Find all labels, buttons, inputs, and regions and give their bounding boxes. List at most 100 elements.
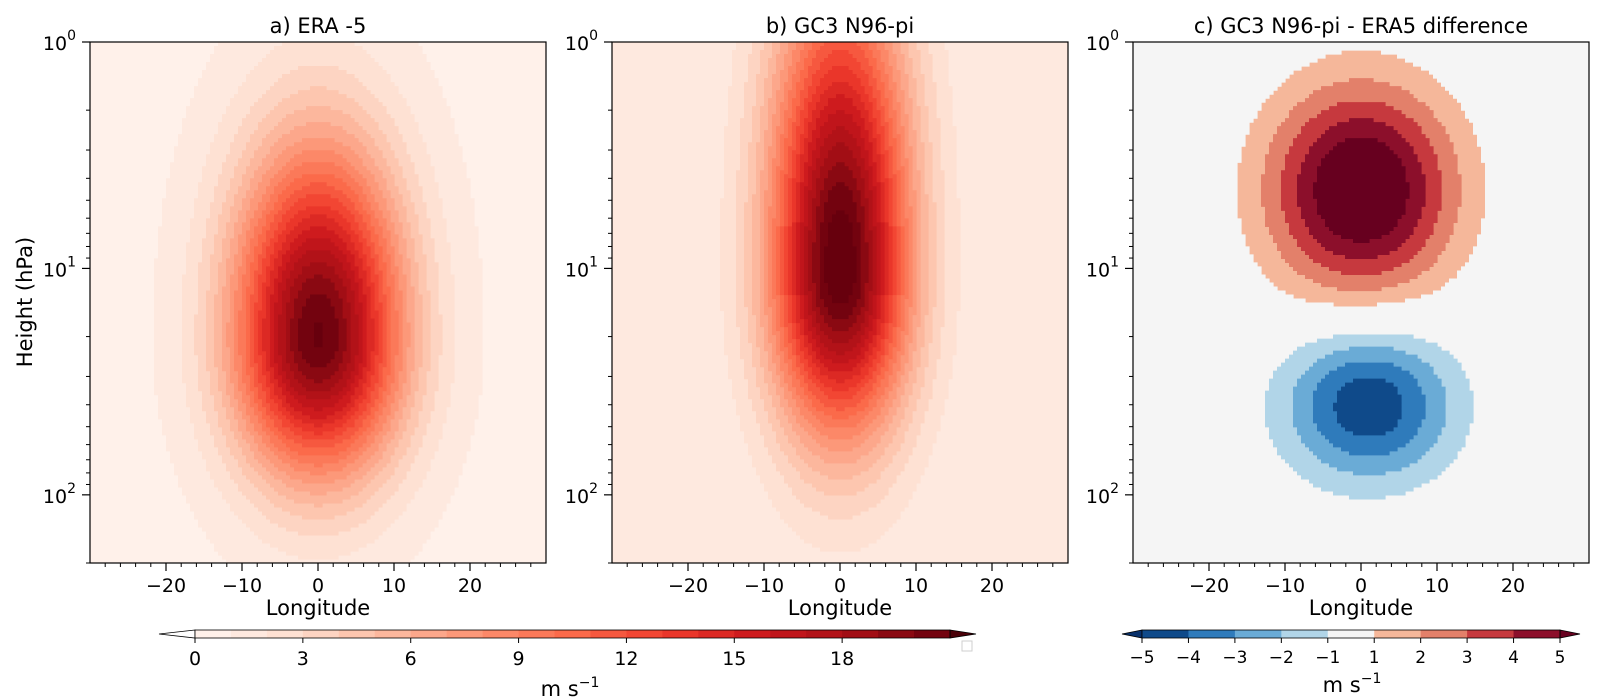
contour-band-b-5 (752, 42, 929, 480)
x-tick-label: −20 (668, 575, 708, 597)
colorbar-reds-swatch (698, 630, 735, 638)
colorbar-diff-tick-label: 5 (1555, 648, 1566, 668)
contour-band-a-21 (314, 322, 323, 348)
contour-band-b-21 (824, 210, 857, 304)
colorbar-reds-swatch (195, 630, 232, 638)
colorbar-reds-swatch (554, 630, 591, 638)
colorbar-reds-swatch (806, 630, 843, 638)
colorbar-diff-swatch (1513, 630, 1561, 638)
colorbar-reds-swatch (626, 630, 663, 638)
colorbar-reds-swatch (590, 630, 627, 638)
x-tick-label: −10 (222, 575, 262, 597)
panel-a-axes: −20 −10 0 10 20 100 101 102 (43, 28, 532, 597)
colorbar-reds-swatch (914, 630, 951, 638)
panel-c-xlabel: Longitude (1309, 596, 1413, 620)
colorbar-reds-tick-label: 15 (722, 648, 746, 670)
x-tick-label: −20 (1189, 575, 1229, 597)
x-tick-label: 20 (1501, 575, 1525, 597)
contour-band-b-4 (744, 42, 937, 496)
colorbar-reds-swatch (662, 630, 699, 638)
contour-band-c-m4 (1313, 362, 1426, 456)
y-tick-label: 101 (565, 254, 598, 281)
x-tick-label: 0 (834, 575, 846, 597)
colorbar-diff-swatch (1281, 630, 1329, 638)
colorbar-diff-tick-label: −3 (1222, 648, 1247, 668)
contour-band-b-6 (760, 42, 921, 464)
legend-placeholder-box (961, 640, 973, 652)
y-tick-label: 101 (43, 254, 76, 281)
panel-b-axes: −20 −10 0 10 20 100 101 102 (565, 28, 1054, 597)
x-tick-label: 0 (312, 575, 324, 597)
x-tick-label: −20 (146, 575, 186, 597)
colorbar-diff-swatch (1327, 630, 1375, 638)
colorbar-reds-swatch (518, 630, 556, 638)
colorbar-diff-extend-max (1559, 629, 1581, 639)
contour-band-a-20 (298, 294, 339, 368)
colorbar-diff: −5 −4 −3 −2 −1 1 2 3 4 5 m s−1 (1121, 629, 1581, 697)
colorbar-reds-swatch (842, 630, 879, 638)
colorbar-reds-tick-label: 9 (513, 648, 525, 670)
contour-band-b-20 (820, 182, 861, 320)
panel-b-title: b) GC3 N96-pi (766, 14, 914, 38)
colorbar-reds-tick-label: 3 (297, 648, 309, 670)
colorbar-reds-extend-min (158, 629, 196, 639)
y-tick-label: 100 (1086, 28, 1119, 55)
y-tick-label: 102 (43, 481, 76, 508)
colorbar-reds-swatch (734, 630, 771, 638)
contour-band-a-0 (90, 42, 546, 563)
colorbar-reds-swatch (446, 630, 484, 638)
colorbar-reds-swatch (482, 630, 520, 638)
y-tick-label: 102 (565, 481, 598, 508)
colorbar-diff-tick-label: −4 (1176, 648, 1201, 668)
colorbar-reds-swatch (302, 630, 340, 638)
colorbar-reds-tick-label: 12 (614, 648, 638, 670)
colorbar-diff-ticks: −5 −4 −3 −2 −1 1 2 3 4 5 (1129, 638, 1565, 668)
x-tick-label: 10 (1425, 575, 1449, 597)
y-tick-label: 100 (43, 28, 76, 55)
panel-a-contours (90, 42, 546, 563)
colorbar-diff-bar (1121, 629, 1581, 639)
colorbar-reds-swatch (410, 630, 448, 638)
colorbar-diff-swatch (1142, 630, 1189, 638)
colorbar-diff-tick-label: 1 (1369, 648, 1380, 668)
colorbar-diff-label: m s−1 (1323, 671, 1382, 697)
colorbar-diff-tick-label: −5 (1129, 648, 1154, 668)
contour-band-c-m5 (1333, 378, 1402, 436)
contour-band-a-19 (290, 274, 347, 384)
x-tick-label: 10 (382, 575, 406, 597)
panel-b: b) GC3 N96-pi −20 −10 0 10 20 100 101 102 Longi… (565, 14, 1069, 620)
panel-a-ylabel: Height (hPa) (13, 237, 37, 367)
colorbar-reds-tick-label: 18 (830, 648, 854, 670)
colorbar-reds-swatch (266, 630, 304, 638)
y-tick-label: 101 (1086, 254, 1119, 281)
colorbar-diff-swatch (1374, 630, 1422, 638)
x-tick-label: −10 (744, 575, 784, 597)
panel-c-axes: −20 −10 0 10 20 100 101 102 (1086, 28, 1575, 597)
colorbar-diff-swatch (1420, 630, 1468, 638)
x-tick-label: 0 (1355, 575, 1367, 597)
panel-a: a) ERA -5 −20 −10 0 10 20 100 101 102 Longitude… (13, 14, 547, 620)
colorbar-reds-ticks: 0 3 6 9 12 15 18 (189, 638, 854, 670)
colorbar-reds-extend-max (949, 629, 977, 639)
colorbar-reds-swatch (770, 630, 807, 638)
panel-c-title: c) GC3 N96-pi - ERA5 difference (1194, 14, 1528, 38)
colorbar-diff-swatch (1234, 630, 1282, 638)
panel-b-contours (612, 42, 1068, 563)
colorbar-reds-label: m s−1 (541, 675, 600, 700)
colorbar-diff-tick-label: 4 (1508, 648, 1519, 668)
y-tick-label: 102 (1086, 481, 1119, 508)
colorbar-diff-swatch (1188, 630, 1236, 638)
contour-band-b-1 (612, 42, 1068, 563)
colorbar-reds-swatch (338, 630, 376, 638)
colorbar-diff-tick-label: −1 (1315, 648, 1340, 668)
colorbar-diff-tick-label: 2 (1415, 648, 1426, 668)
x-tick-label: 20 (458, 575, 482, 597)
panel-a-title: a) ERA -5 (270, 14, 367, 38)
x-tick-label: −10 (1265, 575, 1305, 597)
contour-band-c-5 (1313, 138, 1410, 243)
contour-band-c-m1 (1133, 42, 1589, 563)
panel-b-xlabel: Longitude (788, 596, 892, 620)
colorbar-reds-swatch (878, 630, 915, 638)
colorbar-reds-tick-label: 6 (405, 648, 417, 670)
